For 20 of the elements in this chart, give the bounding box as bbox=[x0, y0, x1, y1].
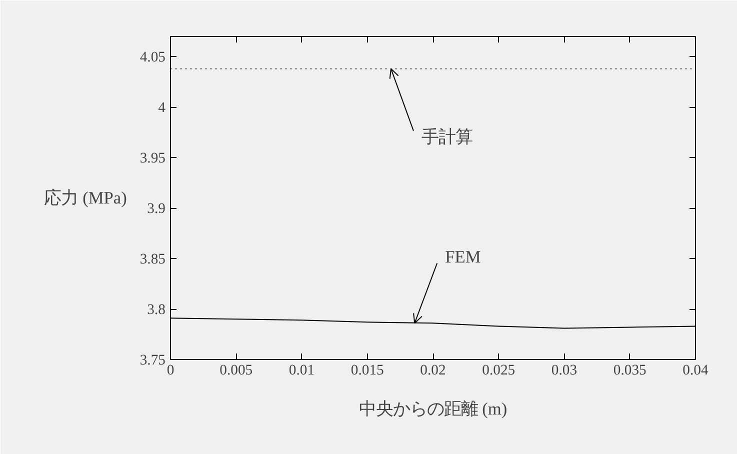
x-tick-label: 0.03 bbox=[551, 362, 578, 378]
x-tick-label: 0.02 bbox=[420, 362, 446, 378]
x-tick-label: 0.01 bbox=[288, 362, 315, 378]
x-tick-label: 0.035 bbox=[613, 362, 646, 378]
x-tick-label: 0.04 bbox=[682, 362, 709, 378]
y-tick-label: 3.9 bbox=[147, 201, 166, 218]
annotation: FEM bbox=[445, 248, 481, 267]
annotation: 手計算 bbox=[422, 127, 472, 146]
x-axis-title: 中央からの距離 (m) bbox=[358, 400, 508, 418]
x-tick-label: 0.015 bbox=[350, 362, 384, 378]
x-tick-label: 0.005 bbox=[220, 362, 253, 378]
y-axis-title: 応力 (MPa) bbox=[44, 188, 128, 208]
y-tick-label: 3.95 bbox=[140, 150, 166, 167]
y-tick-label: 3.75 bbox=[140, 352, 166, 368]
y-tick-label: 3.85 bbox=[140, 252, 166, 268]
y-tick-label: 3.8 bbox=[147, 302, 166, 318]
x-tick-label: 0 bbox=[166, 362, 174, 378]
y-tick-label: 4.05 bbox=[140, 50, 166, 66]
y-tick-label: 4 bbox=[158, 100, 166, 116]
x-tick-label: 0.025 bbox=[482, 362, 516, 378]
